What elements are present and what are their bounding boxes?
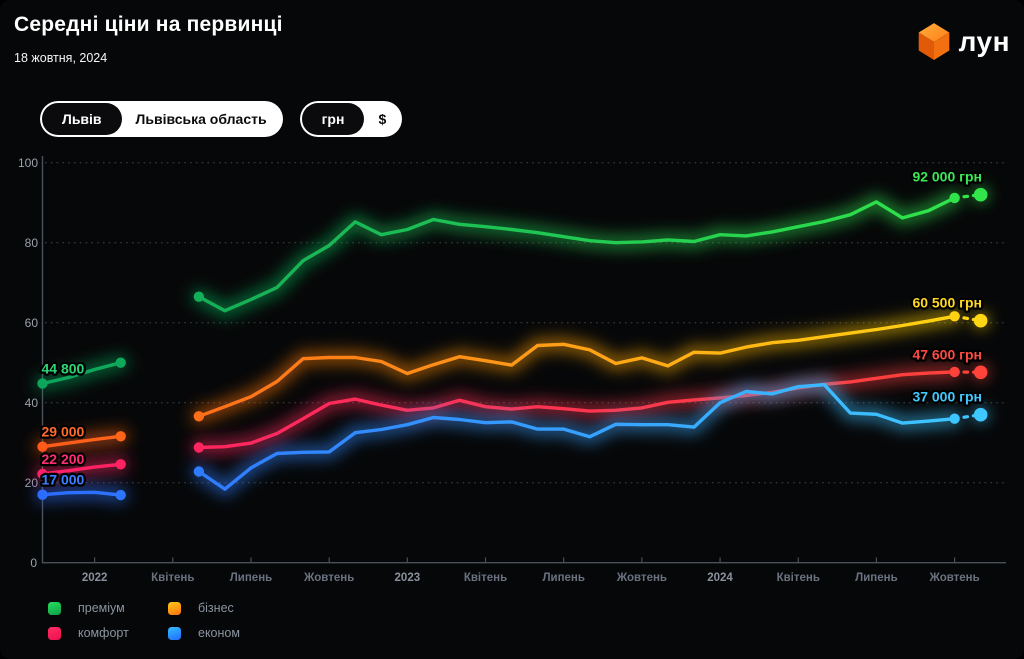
chart-legend: преміум бізнес комфорт економ [48, 601, 240, 640]
data-dot [949, 192, 960, 204]
toggle-bar: Львів Львівська область грн $ [40, 101, 403, 137]
x-tick-label: Липень [542, 572, 585, 584]
x-tick-label: 2022 [82, 572, 108, 584]
y-tick-label: 40 [25, 396, 39, 410]
location-option-lviv[interactable]: Львів [42, 103, 122, 135]
start-value-label-економ: 17 000 [42, 472, 85, 488]
end-value-label-преміум: 92 000 грн [912, 169, 982, 185]
series-line-економ: 17 000 37 000 грн [37, 383, 988, 501]
forecast-dot-комфорт [973, 365, 988, 380]
currency-toggle: грн $ [299, 101, 403, 137]
data-dot [115, 357, 126, 368]
x-tick-label: 2023 [395, 572, 421, 584]
legend-swatch [168, 626, 181, 640]
data-dot [949, 366, 960, 378]
end-value-label-бізнес: 60 500 грн [912, 295, 982, 311]
legend-item-4: економ [168, 626, 240, 640]
data-dot [193, 411, 205, 422]
currency-option-usd[interactable]: $ [364, 103, 400, 135]
page-title: Середні ціни на первинці [14, 13, 283, 36]
x-tick-label: Квітень [151, 572, 194, 584]
data-dot [37, 468, 48, 480]
legend-label: комфорт [78, 626, 129, 640]
series-line-преміум: 44 800 92 000 грн [37, 166, 988, 389]
x-tick-label: Липень [855, 572, 898, 584]
legend-label: преміум [78, 601, 125, 615]
data-dot [37, 441, 48, 452]
brand-name: лун [958, 26, 1010, 57]
data-dot [115, 459, 126, 470]
forecast-dot-преміум [973, 187, 988, 202]
end-value-label-економ: 37 000 грн [912, 389, 982, 405]
forecast-dot-бізнес [973, 313, 988, 328]
legend-item-2: бізнес [168, 601, 240, 615]
x-tick-label: 2024 [707, 572, 733, 584]
y-tick-label: 60 [25, 316, 39, 330]
brand-logo: лун [916, 22, 1010, 62]
data-dot [115, 489, 126, 501]
location-toggle: Львів Львівська область [40, 101, 283, 137]
start-value-label-бізнес: 29 000 [42, 424, 85, 440]
x-tick-label: Жовтень [616, 572, 667, 584]
legend-item-3: комфорт [48, 626, 168, 640]
legend-label: економ [198, 626, 240, 640]
legend-label: бізнес [198, 601, 234, 615]
data-dot [37, 489, 48, 500]
x-tick-label: Квітень [464, 572, 507, 584]
y-tick-label: 100 [18, 156, 38, 170]
y-tick-label: 0 [30, 556, 37, 570]
legend-item-1: преміум [48, 601, 168, 615]
data-dot [949, 311, 960, 322]
page-date: 18 жовтня, 2024 [14, 51, 108, 65]
x-tick-label: Жовтень [928, 572, 979, 584]
data-dot [115, 431, 126, 442]
data-dot [193, 291, 205, 302]
legend-swatch [48, 626, 61, 640]
end-value-label-комфорт: 47 600 грн [912, 346, 982, 362]
data-dot [949, 413, 960, 424]
data-dot [193, 442, 205, 453]
currency-option-uah[interactable]: грн [301, 103, 365, 135]
location-option-region[interactable]: Львівська область [122, 103, 281, 135]
axes: 2022 Квітень Липень Жовтень 2023 Квітень Липен… [41, 156, 1006, 584]
start-value-label-комфорт: 22 200 [42, 451, 85, 467]
x-tick-label: Жовтень [303, 572, 354, 584]
x-tick-label: Квітень [777, 572, 820, 584]
forecast-dot-економ [973, 407, 988, 422]
start-value-label-преміум: 44 800 [42, 361, 85, 377]
x-tick-label: Липень [230, 572, 273, 584]
series-line-бізнес: 29 000 60 500 грн [37, 292, 988, 452]
lun-cube-icon [918, 23, 949, 60]
y-tick-label: 80 [25, 236, 39, 250]
data-dot [37, 378, 48, 389]
legend-swatch [48, 601, 61, 615]
data-dot [193, 466, 205, 477]
legend-swatch [168, 601, 181, 615]
